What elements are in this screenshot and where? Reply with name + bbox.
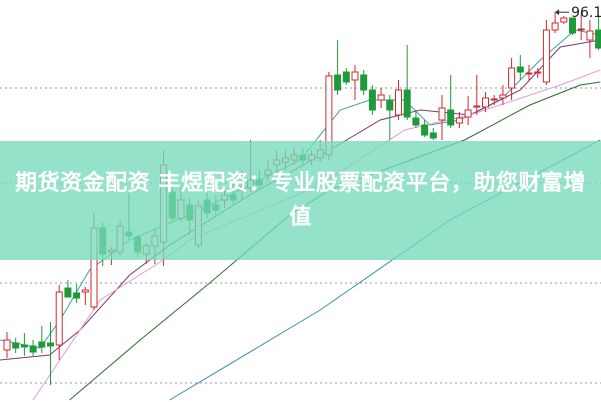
banner-text: 期货资金配资 丰煜配资：专业股票配资平台，助您财富增值	[15, 170, 586, 230]
candle-body	[73, 292, 81, 299]
candle-body	[351, 71, 359, 81]
candle-body	[516, 66, 524, 73]
candle-body	[551, 22, 559, 31]
candle-body	[447, 109, 455, 126]
candle-body	[595, 29, 601, 49]
candle-body	[508, 67, 516, 89]
candle-body	[12, 342, 20, 349]
candle-body	[542, 29, 550, 83]
candle-body	[569, 17, 576, 34]
candle-body	[64, 287, 72, 298]
candle-body	[377, 94, 385, 101]
candle-body	[412, 117, 420, 126]
arrow-icon	[555, 9, 560, 16]
candle-body	[342, 71, 350, 83]
candle-body	[360, 74, 368, 91]
candle-body	[3, 339, 11, 351]
candle-body	[20, 344, 28, 348]
candle-body	[29, 345, 37, 353]
candle-body	[455, 117, 463, 124]
candle-body	[586, 30, 594, 41]
candle-body	[386, 99, 394, 111]
overlay-banner: 期货资金配资 丰煜配资：专业股票配资平台，助您财富增值	[0, 141, 601, 260]
candle-body	[81, 289, 89, 293]
candle-body	[395, 89, 402, 116]
candle-body	[482, 97, 489, 108]
candle-body	[473, 105, 481, 108]
candle-body	[499, 94, 507, 99]
candle-body	[560, 17, 568, 23]
candle-body	[38, 341, 46, 348]
candle-body	[403, 89, 411, 118]
candle-body	[334, 74, 342, 91]
candle-body	[368, 89, 376, 111]
candle-body	[534, 71, 542, 74]
candle-body	[490, 98, 498, 101]
candle-body	[438, 107, 446, 121]
candle-body	[55, 291, 63, 346]
max-price-label: 96.18	[571, 5, 601, 21]
candle-body	[577, 28, 585, 31]
candle-body	[421, 124, 429, 136]
candle-body	[525, 72, 533, 75]
candle-body	[464, 109, 472, 118]
candle-body	[47, 342, 54, 347]
candle-body	[429, 132, 437, 139]
